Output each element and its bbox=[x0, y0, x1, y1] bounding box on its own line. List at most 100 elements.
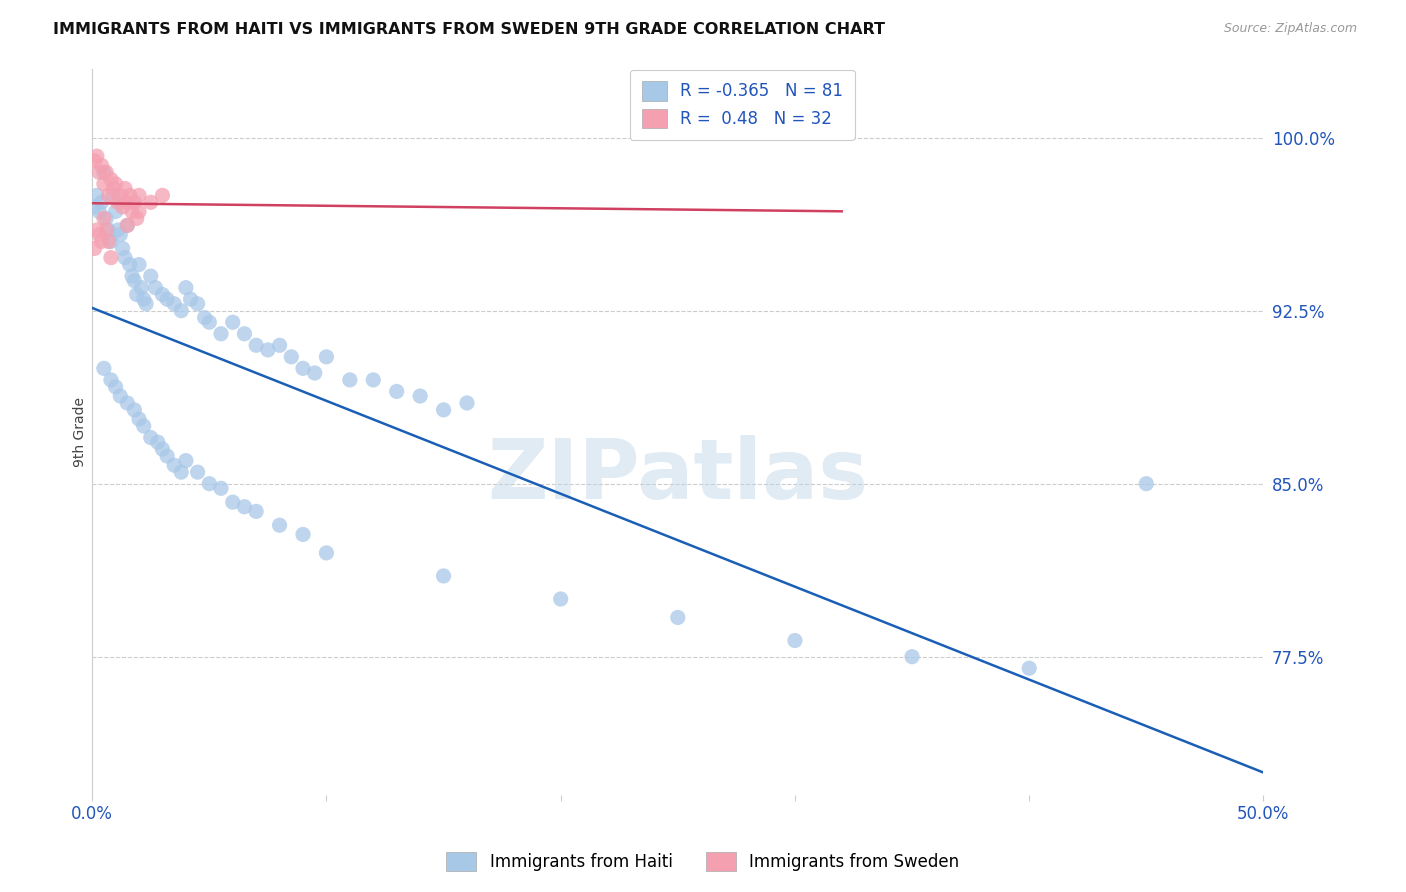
Point bbox=[550, 592, 572, 607]
Point bbox=[163, 297, 186, 311]
Point bbox=[132, 292, 155, 306]
Point bbox=[125, 287, 148, 301]
Point bbox=[222, 495, 245, 509]
Point bbox=[198, 476, 221, 491]
Point bbox=[339, 373, 361, 387]
Point bbox=[117, 219, 139, 233]
Point bbox=[110, 188, 132, 202]
Point bbox=[180, 292, 202, 306]
Point bbox=[174, 453, 197, 467]
Point bbox=[124, 274, 146, 288]
Point bbox=[104, 204, 127, 219]
Point bbox=[103, 188, 125, 202]
Point bbox=[117, 396, 139, 410]
Point bbox=[96, 211, 118, 226]
Point bbox=[152, 287, 174, 301]
Point bbox=[97, 235, 120, 249]
Point bbox=[93, 177, 115, 191]
Point bbox=[93, 165, 115, 179]
Point bbox=[90, 195, 112, 210]
Point bbox=[117, 195, 139, 210]
Point bbox=[145, 280, 167, 294]
Point bbox=[125, 211, 148, 226]
Point bbox=[117, 219, 139, 233]
Point bbox=[89, 227, 111, 242]
Point bbox=[111, 200, 134, 214]
Point bbox=[100, 373, 122, 387]
Point bbox=[1135, 476, 1157, 491]
Point bbox=[97, 223, 120, 237]
Point bbox=[194, 310, 217, 325]
Point bbox=[146, 435, 169, 450]
Point bbox=[139, 269, 162, 284]
Point bbox=[209, 326, 232, 341]
Point bbox=[139, 195, 162, 210]
Point bbox=[118, 258, 141, 272]
Point bbox=[86, 188, 108, 202]
Point bbox=[97, 188, 120, 202]
Point bbox=[187, 297, 209, 311]
Text: IMMIGRANTS FROM HAITI VS IMMIGRANTS FROM SWEDEN 9TH GRADE CORRELATION CHART: IMMIGRANTS FROM HAITI VS IMMIGRANTS FROM… bbox=[53, 22, 886, 37]
Point bbox=[139, 431, 162, 445]
Point bbox=[124, 195, 146, 210]
Point bbox=[257, 343, 280, 357]
Point bbox=[90, 158, 112, 172]
Point bbox=[361, 373, 384, 387]
Point bbox=[83, 200, 105, 214]
Point bbox=[107, 195, 129, 210]
Point bbox=[89, 165, 111, 179]
Point bbox=[131, 280, 153, 294]
Point bbox=[128, 412, 150, 426]
Point bbox=[280, 350, 302, 364]
Point bbox=[93, 211, 115, 226]
Point bbox=[100, 251, 122, 265]
Point bbox=[170, 465, 193, 479]
Point bbox=[104, 177, 127, 191]
Point bbox=[86, 149, 108, 163]
Legend: Immigrants from Haiti, Immigrants from Sweden: Immigrants from Haiti, Immigrants from S… bbox=[439, 843, 967, 880]
Point bbox=[111, 242, 134, 256]
Point bbox=[209, 481, 232, 495]
Point bbox=[292, 361, 315, 376]
Point bbox=[156, 449, 179, 463]
Point bbox=[233, 326, 256, 341]
Point bbox=[132, 419, 155, 434]
Point bbox=[222, 315, 245, 329]
Text: ZIPatlas: ZIPatlas bbox=[488, 435, 869, 516]
Point bbox=[83, 153, 105, 168]
Point bbox=[174, 280, 197, 294]
Point bbox=[152, 442, 174, 456]
Point bbox=[233, 500, 256, 514]
Point bbox=[128, 258, 150, 272]
Point bbox=[432, 403, 454, 417]
Point bbox=[121, 269, 143, 284]
Text: Source: ZipAtlas.com: Source: ZipAtlas.com bbox=[1223, 22, 1357, 36]
Point bbox=[385, 384, 408, 399]
Point bbox=[128, 188, 150, 202]
Point bbox=[96, 165, 118, 179]
Point bbox=[118, 188, 141, 202]
Point bbox=[315, 546, 337, 560]
Point bbox=[93, 361, 115, 376]
Point bbox=[198, 315, 221, 329]
Point bbox=[100, 172, 122, 186]
Point bbox=[1018, 661, 1040, 675]
Point bbox=[107, 223, 129, 237]
Point bbox=[432, 569, 454, 583]
Point bbox=[104, 380, 127, 394]
Point bbox=[163, 458, 186, 473]
Point bbox=[409, 389, 432, 403]
Point bbox=[304, 366, 326, 380]
Point bbox=[89, 204, 111, 219]
Point bbox=[110, 389, 132, 403]
Point bbox=[170, 303, 193, 318]
Point bbox=[315, 350, 337, 364]
Point bbox=[245, 338, 267, 352]
Point bbox=[90, 235, 112, 249]
Point bbox=[124, 403, 146, 417]
Point bbox=[135, 297, 157, 311]
Y-axis label: 9th Grade: 9th Grade bbox=[73, 397, 87, 467]
Point bbox=[156, 292, 179, 306]
Legend: R = -0.365   N = 81, R =  0.48   N = 32: R = -0.365 N = 81, R = 0.48 N = 32 bbox=[630, 70, 855, 140]
Point bbox=[292, 527, 315, 541]
